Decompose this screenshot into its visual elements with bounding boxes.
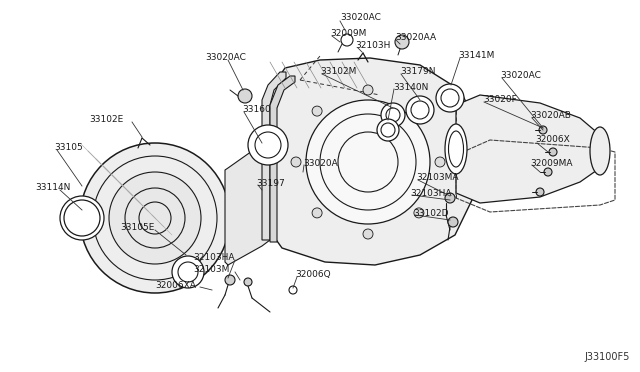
Circle shape	[238, 89, 252, 103]
Text: 32103M: 32103M	[193, 266, 229, 275]
Circle shape	[109, 172, 201, 264]
Circle shape	[172, 256, 204, 288]
Circle shape	[60, 196, 104, 240]
Polygon shape	[270, 76, 295, 242]
Ellipse shape	[590, 127, 610, 175]
Text: 33020F: 33020F	[483, 96, 516, 105]
Circle shape	[80, 143, 230, 293]
Text: 32009M: 32009M	[330, 29, 366, 38]
Circle shape	[312, 208, 322, 218]
Text: 33020AC: 33020AC	[500, 71, 541, 80]
Text: 33179N: 33179N	[400, 67, 435, 77]
Text: 33114N: 33114N	[35, 183, 70, 192]
Circle shape	[64, 200, 100, 236]
Text: 33102M: 33102M	[320, 67, 356, 77]
Text: 33105: 33105	[54, 144, 83, 153]
Circle shape	[436, 84, 464, 112]
Polygon shape	[262, 72, 286, 240]
Text: 32103HA: 32103HA	[193, 253, 234, 263]
Circle shape	[549, 148, 557, 156]
Text: 33140N: 33140N	[393, 83, 428, 92]
Text: 33020A: 33020A	[303, 158, 338, 167]
Text: 33020AB: 33020AB	[530, 110, 571, 119]
Text: 33020AA: 33020AA	[395, 33, 436, 42]
Text: 32006X: 32006X	[535, 135, 570, 144]
Ellipse shape	[445, 124, 467, 174]
Circle shape	[312, 106, 322, 116]
Circle shape	[544, 168, 552, 176]
Circle shape	[445, 193, 455, 203]
Text: 32103MA: 32103MA	[416, 173, 458, 183]
Polygon shape	[225, 144, 270, 265]
Circle shape	[289, 286, 297, 294]
Text: 32103H: 32103H	[355, 42, 390, 51]
Circle shape	[363, 229, 373, 239]
Circle shape	[377, 119, 399, 141]
Circle shape	[435, 157, 445, 167]
Circle shape	[536, 188, 544, 196]
Circle shape	[414, 208, 424, 218]
Circle shape	[395, 35, 409, 49]
Text: 33160: 33160	[242, 106, 271, 115]
Circle shape	[244, 278, 252, 286]
Text: 33020AC: 33020AC	[340, 13, 381, 22]
Text: 32103HA: 32103HA	[410, 189, 451, 198]
Circle shape	[414, 106, 424, 116]
Text: 33197: 33197	[256, 179, 285, 187]
Text: 32009MA: 32009MA	[530, 158, 573, 167]
Text: 33102E: 33102E	[89, 115, 124, 125]
Text: J33100F5: J33100F5	[584, 352, 630, 362]
Circle shape	[539, 126, 547, 134]
Text: 32006Q: 32006Q	[295, 270, 331, 279]
Circle shape	[406, 96, 434, 124]
Text: 33105E: 33105E	[120, 224, 154, 232]
Text: 33020AC: 33020AC	[205, 52, 246, 61]
Circle shape	[341, 34, 353, 46]
Circle shape	[306, 100, 430, 224]
Circle shape	[363, 85, 373, 95]
Polygon shape	[258, 58, 478, 265]
Circle shape	[448, 217, 458, 227]
Circle shape	[225, 275, 235, 285]
Circle shape	[381, 103, 405, 127]
Text: 33141M: 33141M	[458, 51, 494, 60]
Text: 33102D: 33102D	[413, 208, 449, 218]
Text: 32006XA: 32006XA	[155, 280, 196, 289]
Circle shape	[248, 125, 288, 165]
Circle shape	[291, 157, 301, 167]
Polygon shape	[456, 95, 600, 203]
